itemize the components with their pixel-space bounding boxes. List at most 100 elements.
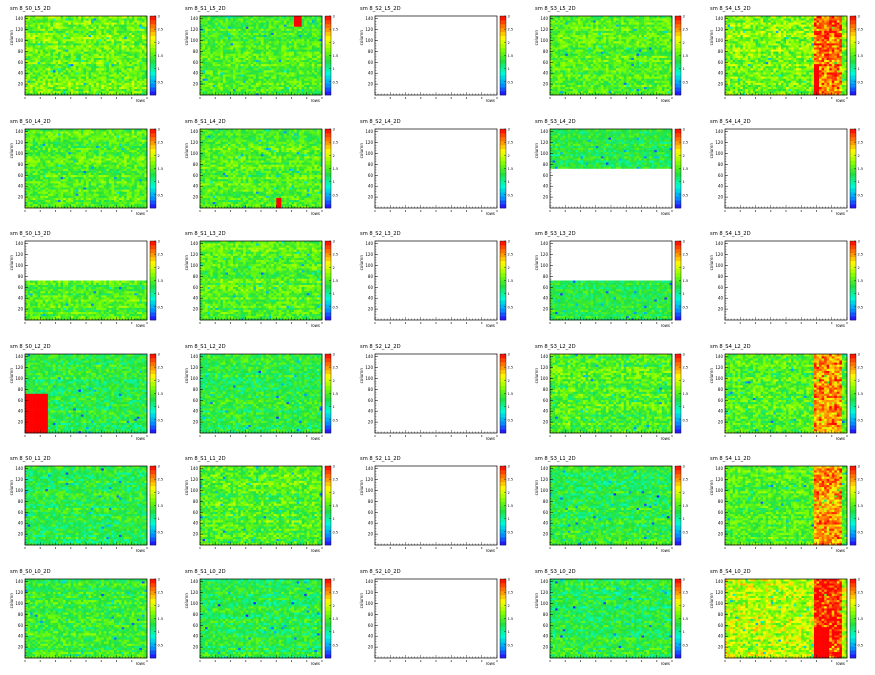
heatmap-cell	[117, 89, 120, 91]
heatmap-cell	[297, 68, 300, 70]
heatmap-cell	[132, 62, 135, 64]
heatmap-cell	[56, 24, 59, 26]
heatmap-cell	[56, 85, 59, 87]
heatmap-cell	[231, 64, 234, 66]
heatmap-cell	[117, 37, 120, 39]
heatmap-cell	[117, 20, 120, 22]
heatmap-cell	[134, 83, 137, 85]
heatmap-cell	[25, 18, 28, 20]
heatmap-cell	[129, 76, 132, 78]
heatmap-cell	[302, 43, 305, 45]
heatmap-cell	[134, 20, 137, 22]
heatmap-cell	[236, 56, 239, 58]
heatmap-cell	[132, 37, 135, 39]
heatmap-cell	[68, 62, 71, 64]
heatmap-cell	[241, 60, 244, 62]
heatmap-cell	[299, 60, 302, 62]
heatmap-cell	[76, 37, 79, 39]
heatmap-cell	[124, 26, 127, 28]
heatmap-cell	[258, 80, 261, 82]
heatmap-cell	[261, 58, 264, 60]
heatmap-cell	[25, 53, 28, 55]
heatmap-cell	[33, 22, 36, 24]
heatmap-cell	[101, 83, 104, 85]
heatmap-cell	[68, 16, 71, 18]
heatmap-cell	[56, 41, 59, 43]
heatmap-cell	[228, 66, 231, 68]
heatmap-cell	[243, 85, 246, 87]
heatmap-cell	[289, 78, 292, 80]
heatmap-cell	[261, 49, 264, 51]
heatmap-cell	[96, 47, 99, 49]
heatmap-cell	[61, 22, 64, 24]
heatmap-cell	[205, 64, 208, 66]
heatmap-cell	[248, 83, 251, 85]
heatmap-cell	[304, 89, 307, 91]
heatmap-cell	[109, 83, 112, 85]
heatmap-cell	[243, 43, 246, 45]
heatmap-cell	[294, 70, 297, 72]
heatmap-cell	[89, 76, 92, 78]
heatmap-cell	[238, 60, 241, 62]
heatmap-cell	[33, 43, 36, 45]
heatmap-cell	[83, 74, 86, 76]
heatmap-cell	[246, 76, 249, 78]
heatmap-cell	[78, 66, 81, 68]
heatmap-cell	[111, 37, 114, 39]
color-scale-segment	[150, 56, 156, 60]
heatmap-cell	[297, 58, 300, 60]
heatmap-cell	[117, 53, 120, 55]
heatmap-cell	[314, 53, 317, 55]
heatmap-cell	[86, 70, 89, 72]
heatmap-cell	[117, 78, 120, 80]
heatmap-cell	[281, 76, 284, 78]
heatmap-cell	[129, 72, 132, 74]
heatmap-cell	[299, 66, 302, 68]
heatmap-cell	[111, 26, 114, 28]
heatmap-cell	[76, 74, 79, 76]
heatmap-cell	[81, 83, 84, 85]
heatmap-cell	[106, 89, 109, 91]
heatmap-cell	[68, 22, 71, 24]
heatmap-cell	[61, 33, 64, 35]
heatmap-cell	[48, 58, 51, 60]
heatmap-cell	[215, 58, 218, 60]
heatmap-cell	[292, 43, 295, 45]
heatmap-cell	[307, 47, 310, 49]
x-tick-label	[146, 97, 147, 98]
heatmap-cell	[89, 53, 92, 55]
heatmap-cell	[109, 49, 112, 51]
heatmap-cell	[48, 33, 51, 35]
heatmap-cell	[50, 37, 53, 39]
heatmap-cell	[264, 66, 267, 68]
heatmap-cell	[33, 87, 36, 89]
heatmap-cell	[61, 18, 64, 20]
heatmap-cell	[33, 78, 36, 80]
heatmap-panel: sm 8_S0_L5_2D20406080100120140columnrows…	[9, 6, 163, 103]
heatmap-cell	[210, 64, 213, 66]
heatmap-cell	[40, 51, 43, 53]
heatmap-cell	[284, 47, 287, 49]
heatmap-cell	[264, 74, 267, 76]
heatmap-cell	[215, 83, 218, 85]
heatmap-cell	[299, 89, 302, 91]
heatmap-cell	[231, 45, 234, 47]
heatmap-cell	[299, 43, 302, 45]
heatmap-cell	[317, 51, 320, 53]
heatmap-cell	[91, 87, 94, 89]
heatmap-cell	[304, 68, 307, 70]
heatmap-cell	[251, 56, 254, 58]
heatmap-cell	[264, 89, 267, 91]
heatmap-cell	[256, 74, 259, 76]
heatmap-cell	[251, 45, 254, 47]
heatmap-cell	[43, 43, 46, 45]
heatmap-cell	[134, 47, 137, 49]
heatmap-cell	[137, 26, 140, 28]
heatmap-cell	[281, 78, 284, 80]
heatmap-cell	[124, 74, 127, 76]
heatmap-cell	[114, 41, 117, 43]
heatmap-cell	[83, 66, 86, 68]
heatmap-cell	[83, 78, 86, 80]
heatmap-cell	[269, 76, 272, 78]
heatmap-cell	[48, 51, 51, 53]
